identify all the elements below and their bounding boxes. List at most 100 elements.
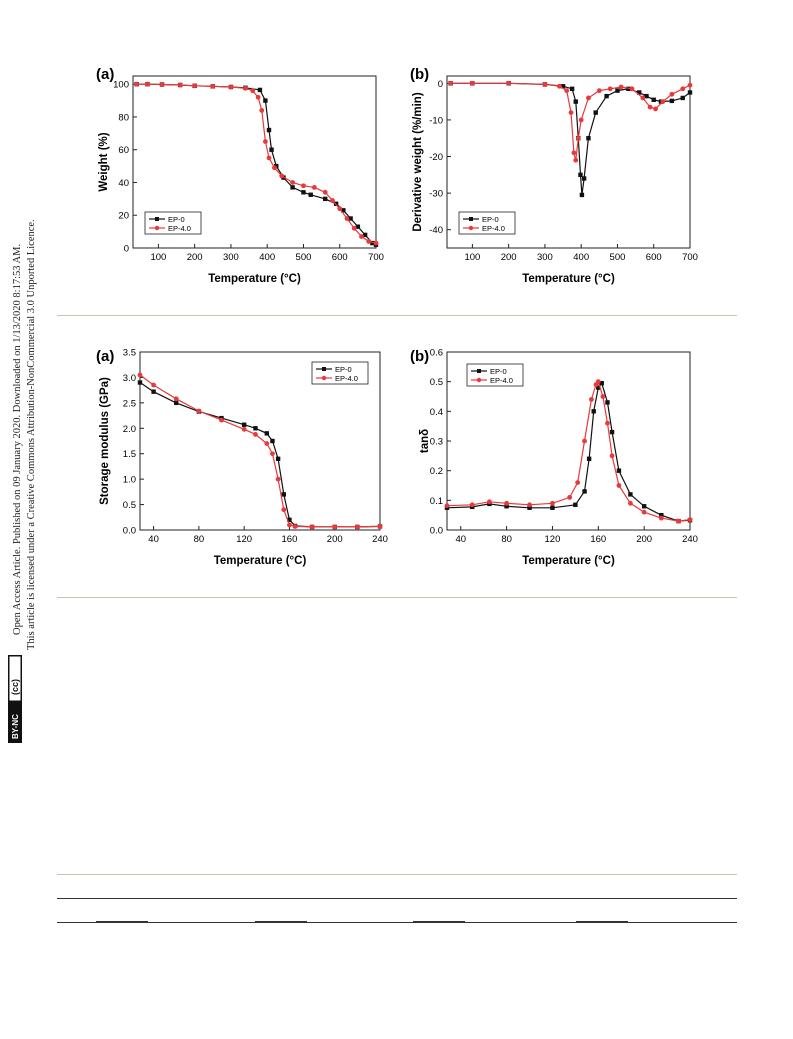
data-point-circle: [676, 518, 681, 524]
legend: EP-0EP-4.0: [458, 211, 516, 235]
data-point-circle: [279, 173, 285, 179]
data-point-square: [253, 426, 258, 431]
data-point-circle: [575, 480, 581, 485]
data-point-circle: [337, 206, 343, 212]
data-point-circle: [575, 135, 581, 141]
chart-storage-modulus: (a) 40 80 120 160 200 240 0.0 0.5 1.0 1.5 2.0 2.5 3.0…: [96, 348, 388, 568]
data-point-square: [287, 517, 292, 523]
data-point-square: [290, 185, 295, 190]
data-point-square: [266, 127, 272, 133]
data-point-square: [308, 192, 313, 197]
y-tick-label: 0: [438, 79, 443, 90]
data-point-square: [341, 208, 346, 213]
y-axis-title: Derivative weight (%/min): [412, 92, 424, 231]
x-tick-label: 400: [259, 252, 275, 263]
y-tick-label: 0.0: [123, 526, 136, 537]
series-ep-4-0: [134, 81, 379, 246]
data-point-square: [504, 504, 509, 509]
x-tick-label: 120: [545, 534, 561, 545]
data-point-square: [263, 98, 268, 103]
series-ep-4-0: [448, 80, 693, 163]
legend-label: EP-4.0: [482, 224, 505, 233]
series-ep-0: [137, 380, 383, 530]
data-point-square: [651, 97, 656, 102]
data-point-square: [301, 190, 306, 195]
data-point-circle: [332, 524, 338, 530]
table-column-stub: [576, 921, 628, 923]
plot-frame: [139, 351, 381, 531]
x-axis-title: Temperature (°C): [522, 273, 615, 285]
data-point-square: [626, 86, 631, 92]
data-point-circle: [359, 234, 364, 239]
x-tick-label: 200: [501, 252, 517, 263]
data-point-square: [174, 400, 179, 406]
y-tick-label: 0.1: [430, 496, 443, 507]
data-point-circle: [264, 441, 270, 446]
data-point-circle: [196, 408, 202, 414]
data-point-circle: [653, 106, 658, 112]
legend-marker: [155, 217, 159, 221]
data-point-circle: [255, 94, 261, 100]
y-tick-label: 2.5: [123, 398, 136, 409]
data-point-circle: [578, 117, 584, 123]
data-point-circle: [281, 507, 287, 513]
data-point-circle: [550, 500, 555, 506]
x-tick-label: 700: [682, 252, 698, 263]
x-tick-label: 300: [223, 252, 239, 263]
data-point-circle: [564, 88, 570, 94]
data-point-circle: [647, 104, 653, 110]
data-point-square: [586, 456, 592, 461]
chart-tga-weight: (a)100 200 300 400 500 600 700020406080100Temp…: [96, 66, 384, 285]
data-point-circle: [266, 155, 272, 161]
data-point-circle: [134, 81, 140, 87]
y-axis-title: tanδ: [419, 429, 431, 453]
table-header-rule: [57, 898, 737, 899]
data-point-square: [270, 438, 275, 444]
table-top-rule: [57, 874, 737, 875]
data-point-square: [599, 380, 604, 386]
x-axis-title: Temperature (°C): [214, 555, 307, 567]
data-point-circle: [506, 80, 512, 86]
data-point-circle: [542, 82, 548, 87]
legend: EP-0EP-4.0: [144, 211, 202, 235]
data-point-circle: [567, 494, 573, 500]
data-point-square: [569, 86, 575, 92]
x-tick-label: 600: [646, 252, 662, 263]
data-point-circle: [344, 216, 350, 221]
x-tick-label: 700: [368, 252, 384, 263]
y-tick-label: 3.0: [123, 373, 136, 384]
data-point-circle: [444, 503, 450, 509]
cc-icon: (cc): [10, 679, 20, 695]
series-ep-0: [448, 81, 693, 198]
x-tick-label: 80: [194, 534, 205, 545]
data-point-circle: [173, 396, 179, 402]
legend-marker: [469, 217, 473, 221]
x-tick-label: 160: [282, 534, 298, 545]
data-point-square: [628, 492, 633, 497]
table-column-stub: [96, 921, 148, 923]
x-tick-label: 500: [296, 252, 312, 263]
data-point-circle: [596, 88, 602, 94]
legend-marker: [154, 225, 160, 231]
data-point-square: [637, 90, 642, 95]
data-point-square: [527, 505, 532, 510]
series-ep-0: [444, 380, 693, 524]
data-point-square: [550, 505, 555, 510]
data-point-circle: [487, 499, 492, 505]
legend: EP-0EP-4.0: [311, 361, 369, 385]
data-point-square: [586, 136, 591, 141]
data-point-circle: [680, 86, 686, 92]
panel-label: (a): [96, 66, 114, 83]
data-point-circle: [192, 83, 198, 89]
data-point-circle: [573, 157, 579, 163]
data-point-circle: [159, 82, 165, 87]
cc-license-badge[interactable]: (cc) BY-NC: [8, 655, 22, 743]
data-point-circle: [600, 394, 606, 399]
x-tick-label: 240: [682, 534, 698, 545]
data-point-circle: [660, 99, 666, 105]
data-point-circle: [640, 95, 646, 101]
data-point-circle: [568, 110, 574, 115]
data-point-circle: [687, 517, 693, 523]
x-tick-label: 40: [455, 534, 466, 545]
legend-label: EP-0: [482, 215, 499, 224]
